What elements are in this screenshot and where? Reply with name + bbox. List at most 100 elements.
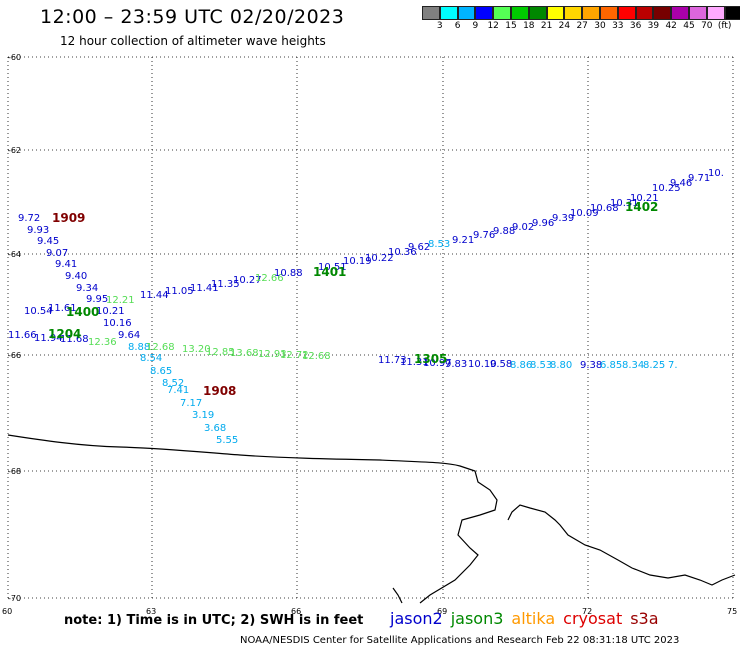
color-scale-tick: 42 [665, 21, 677, 31]
wave-height-value: 10.19 [343, 256, 372, 267]
color-swatch [564, 6, 583, 20]
wave-height-value: 9.58 [490, 359, 512, 370]
legend-item: jason3 [450, 609, 504, 628]
color-swatch [528, 6, 547, 20]
longitude-label: 60 [2, 607, 12, 616]
longitude-label: 75 [727, 607, 737, 616]
latitude-label: -60 [8, 53, 21, 62]
color-swatch [546, 6, 565, 20]
color-swatch [599, 6, 618, 20]
longitude-label: 66 [291, 607, 301, 616]
wave-height-value: 9.38 [580, 360, 602, 371]
color-swatch [635, 6, 654, 20]
color-scale-tick: 15 [505, 21, 517, 31]
wave-height-value: 9.39 [552, 213, 574, 224]
wave-height-value: 6.85 [600, 360, 622, 371]
longitude-label: 63 [146, 607, 156, 616]
wave-height-value: 8.53 [428, 239, 450, 250]
color-scale-tick: (ft) [717, 21, 732, 31]
color-swatch [617, 6, 636, 20]
wave-height-value: 10.68 [590, 203, 619, 214]
pass-time-label: 1908 [203, 384, 236, 398]
color-scale-tick: 21 [540, 21, 553, 31]
wave-height-value: 9.95 [86, 294, 108, 305]
wave-height-value: 7. [668, 360, 678, 371]
wave-height-value: 9.02 [512, 222, 534, 233]
longitude-label: 72 [582, 607, 592, 616]
wave-height-value: 10.10 [468, 359, 497, 370]
pass-time-label: 1909 [52, 211, 85, 225]
color-scale-labels: 3 6 9 12 15 18 21 24 27 30 33 36 39 42 45 70 (ft) [422, 21, 740, 33]
color-scale-tick: 45 [683, 21, 695, 31]
wave-height-value: 3.19 [192, 410, 214, 421]
wave-height-value: 9.41 [55, 259, 77, 270]
wave-height-value: 10.25 [652, 183, 681, 194]
wave-height-value: 10.16 [103, 318, 132, 329]
pass-time-labels: 1909 1400 1204 1908 1401 1402 1305 [48, 200, 658, 398]
wave-height-value: 12.36 [88, 337, 117, 348]
wave-height-value: 7.41 [167, 385, 189, 396]
wave-height-value: 10.31 [610, 198, 639, 209]
color-scale-tick: 6 [454, 21, 461, 31]
wave-height-value: 3.68 [204, 423, 226, 434]
wave-height-value: 9.07 [46, 248, 68, 259]
legend-item: s3a [630, 609, 659, 628]
wave-height-value: 12.68 [146, 342, 175, 353]
color-scale-tick: 24 [558, 21, 571, 31]
wave-height-value: 11.44 [140, 290, 169, 301]
color-swatch [724, 6, 740, 20]
footnote: note: 1) Time is in UTC; 2) SWH is in fe… [64, 613, 364, 628]
wave-height-value: 10.97 [423, 358, 452, 369]
color-swatch [706, 6, 725, 20]
wave-height-value: 9.62 [408, 242, 430, 253]
wave-height-value: 11.68 [60, 334, 89, 345]
pass-time-label: 1400 [66, 305, 99, 319]
coastline-path [7, 434, 736, 604]
wave-height-value: 8.52 [162, 378, 184, 389]
wave-height-value: 8.86 [510, 360, 532, 371]
wave-height-value: 10.22 [365, 253, 394, 264]
wave-height-value: 7.17 [180, 398, 202, 409]
wave-height-value: 10.88 [274, 268, 303, 279]
color-scale-tick: 12 [487, 21, 499, 31]
wave-height-value: 9.93 [27, 225, 49, 236]
latitude-label: -70 [8, 594, 21, 603]
color-swatch [457, 6, 476, 20]
pass-time-label: 1401 [313, 265, 346, 279]
wave-height-value: 9.40 [65, 271, 87, 282]
color-scale-tick: 36 [629, 21, 642, 31]
wave-height-value: 9.64 [118, 330, 140, 341]
wave-height-value: 9.96 [532, 218, 554, 229]
map-subtitle: 12 hour collection of altimeter wave hei… [60, 34, 326, 48]
color-scale-tick: 33 [612, 21, 624, 31]
latitude-label: -64 [8, 250, 21, 259]
color-swatch [671, 6, 689, 20]
wave-height-value: 11.66 [8, 330, 37, 341]
wave-height-value: 13.20 [182, 344, 211, 355]
wave-height-value: 9.34 [76, 283, 98, 294]
map-title: 12:00 – 23:59 UTC 02/20/2023 [40, 6, 345, 28]
color-swatch [475, 6, 494, 20]
antarctic-coastline [7, 434, 736, 604]
latitude-label: -68 [8, 467, 21, 476]
wave-height-value: 10.09 [570, 208, 599, 219]
wave-height-value: 5.55 [216, 435, 238, 446]
wave-height-value: 11.05 [165, 286, 194, 297]
color-swatch [688, 6, 707, 20]
wave-height-value: 10. [708, 168, 724, 179]
longitude-label: 69 [437, 607, 447, 616]
color-scale-tick: 9 [472, 21, 479, 31]
color-swatch [582, 6, 600, 20]
color-swatch [422, 6, 440, 20]
wave-height-value: 9.83 [445, 359, 467, 370]
legend-item: jason2 [390, 609, 443, 628]
wave-height-value: 8.80 [550, 360, 572, 371]
wave-height-value: 8.65 [150, 366, 172, 377]
wave-height-value: 10.54 [24, 306, 53, 317]
wave-height-value: 9.71 [688, 173, 710, 184]
credit-footer: NOAA/NESDIS Center for Satellite Applica… [240, 635, 680, 646]
wave-height-value: 12.72 [280, 350, 309, 361]
pass-time-label: 1204 [48, 327, 81, 341]
wave-height-value: 12.93 [258, 349, 287, 360]
